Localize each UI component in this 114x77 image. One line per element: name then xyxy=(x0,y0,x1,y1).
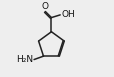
Text: O: O xyxy=(41,2,48,11)
Text: H₂N: H₂N xyxy=(16,55,33,64)
Text: OH: OH xyxy=(61,10,74,19)
